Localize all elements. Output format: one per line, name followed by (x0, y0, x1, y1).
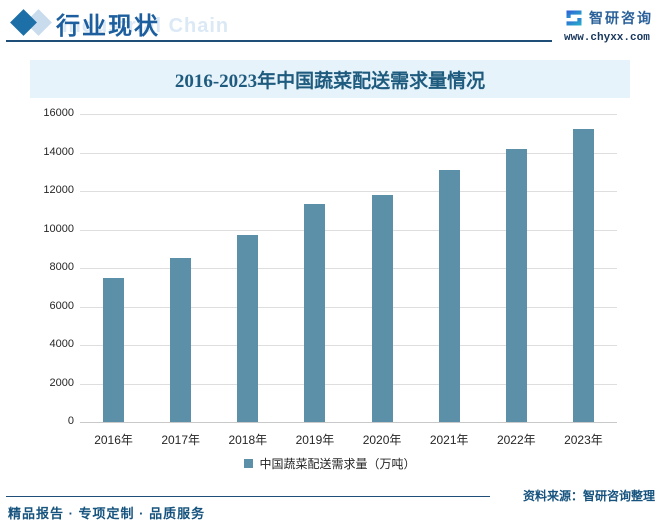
header-divider (6, 40, 552, 42)
bar-2022年 (505, 148, 527, 422)
legend-marker-icon (244, 459, 254, 468)
chart-title: 2016-2023年中国蔬菜配送需求量情况 (174, 70, 486, 92)
x-axis-tick-label: 2022年 (496, 433, 536, 447)
y-axis-tick-label: 12000 (43, 184, 74, 196)
bar-2019年 (304, 204, 326, 422)
gridline (80, 191, 617, 192)
chart-title-banner: 2016-2023年中国蔬菜配送需求量情况 (30, 60, 630, 98)
section-title-ghost-text: Industrial Chain (62, 15, 230, 37)
x-axis-tick-label: 2021年 (429, 433, 469, 447)
y-axis-tick-label: 6000 (49, 299, 74, 312)
gridline (80, 345, 617, 346)
brand-logo-icon (564, 8, 584, 28)
bar-2016年 (103, 277, 125, 422)
bar-2020年 (371, 194, 393, 422)
x-axis-tick-label: 2020年 (362, 433, 402, 447)
y-axis-tick-label: 4000 (49, 338, 74, 350)
gridline (80, 114, 617, 115)
x-axis-tick-label: 2018年 (228, 433, 268, 447)
brand-name: 智研咨询 (589, 10, 653, 26)
bar-2023年 (572, 129, 594, 422)
section-title: 行业现状 (56, 14, 160, 40)
footer-divider (6, 496, 490, 497)
y-axis-tick-label: 8000 (49, 261, 74, 273)
x-axis-tick-label: 2019年 (295, 433, 335, 447)
y-axis-tick-label: 14000 (43, 145, 74, 158)
gridline (80, 152, 617, 154)
y-axis-tick-label: 0 (67, 415, 74, 427)
brand-url: www.chyxx.com (564, 32, 650, 44)
gridline (80, 306, 617, 308)
brand-block: 智研咨询 www.chyxx.com (564, 8, 656, 44)
x-axis-tick-label: 2017年 (161, 433, 201, 447)
bar-2018年 (237, 235, 259, 422)
gridline (80, 268, 617, 269)
legend-label: 中国蔬菜配送需求量（万吨） (259, 457, 416, 471)
x-axis-tick-label: 2016年 (94, 433, 133, 447)
x-axis-baseline (80, 422, 617, 423)
bar-2017年 (170, 258, 192, 422)
footer-slogan: 精品报告 · 专项定制 · 品质服务 (8, 506, 206, 521)
bar-chart: 0 2000 4000 6000 8000 10000 12000 14000 16000 201… (0, 98, 660, 447)
y-axis-tick-label: 16000 (43, 107, 74, 119)
source-note: 资料来源：智研咨询整理 (522, 489, 655, 503)
x-axis-tick-label: 2023年 (564, 433, 603, 447)
gridline (80, 229, 617, 231)
gridline (80, 383, 617, 385)
y-axis-tick-label: 2000 (49, 376, 74, 389)
bar-2021年 (438, 169, 460, 422)
y-axis-tick-label: 10000 (43, 222, 74, 235)
page-header: Industrial Chain 行业现状 智研咨询 (0, 0, 660, 55)
chart-legend: 中国蔬菜配送需求量（万吨） (0, 455, 660, 472)
